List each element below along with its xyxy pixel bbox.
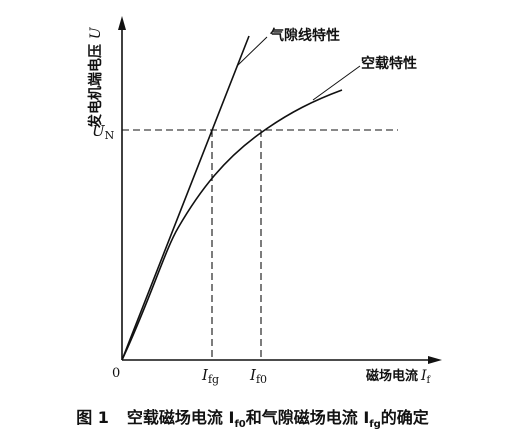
noload-curve-label: 空载特性	[361, 55, 417, 72]
airgap-curve-label: 气隙线特性	[269, 27, 340, 44]
origin-label: 0	[112, 366, 120, 381]
un-label: UN	[92, 122, 115, 142]
y-axis-arrow	[118, 16, 126, 30]
figure-caption: 图 1 空载磁场电流 If0和气隙磁场电流 Ifg的确定	[0, 404, 505, 430]
if0-label: If0	[249, 366, 267, 386]
caption-end: 的确定	[380, 408, 429, 427]
airgap-line	[121, 35, 250, 361]
x-axis-label: 磁场电流 If	[366, 368, 432, 386]
ifg-label: Ifg	[201, 366, 219, 386]
caption-prefix: 图 1	[76, 408, 109, 427]
caption-text: 空载磁场电流 I	[126, 408, 235, 427]
noload-curve	[121, 89, 343, 361]
caption-sub-fg: fg	[369, 419, 381, 431]
x-axis-arrow	[428, 356, 442, 364]
y-axis-label: 发电机端电压 U	[87, 26, 104, 129]
caption-sub-f0: f0	[234, 419, 246, 431]
airgap-leader	[236, 36, 268, 67]
caption-mid: 和气隙磁场电流 I	[245, 408, 370, 427]
noload-leader	[312, 65, 361, 101]
